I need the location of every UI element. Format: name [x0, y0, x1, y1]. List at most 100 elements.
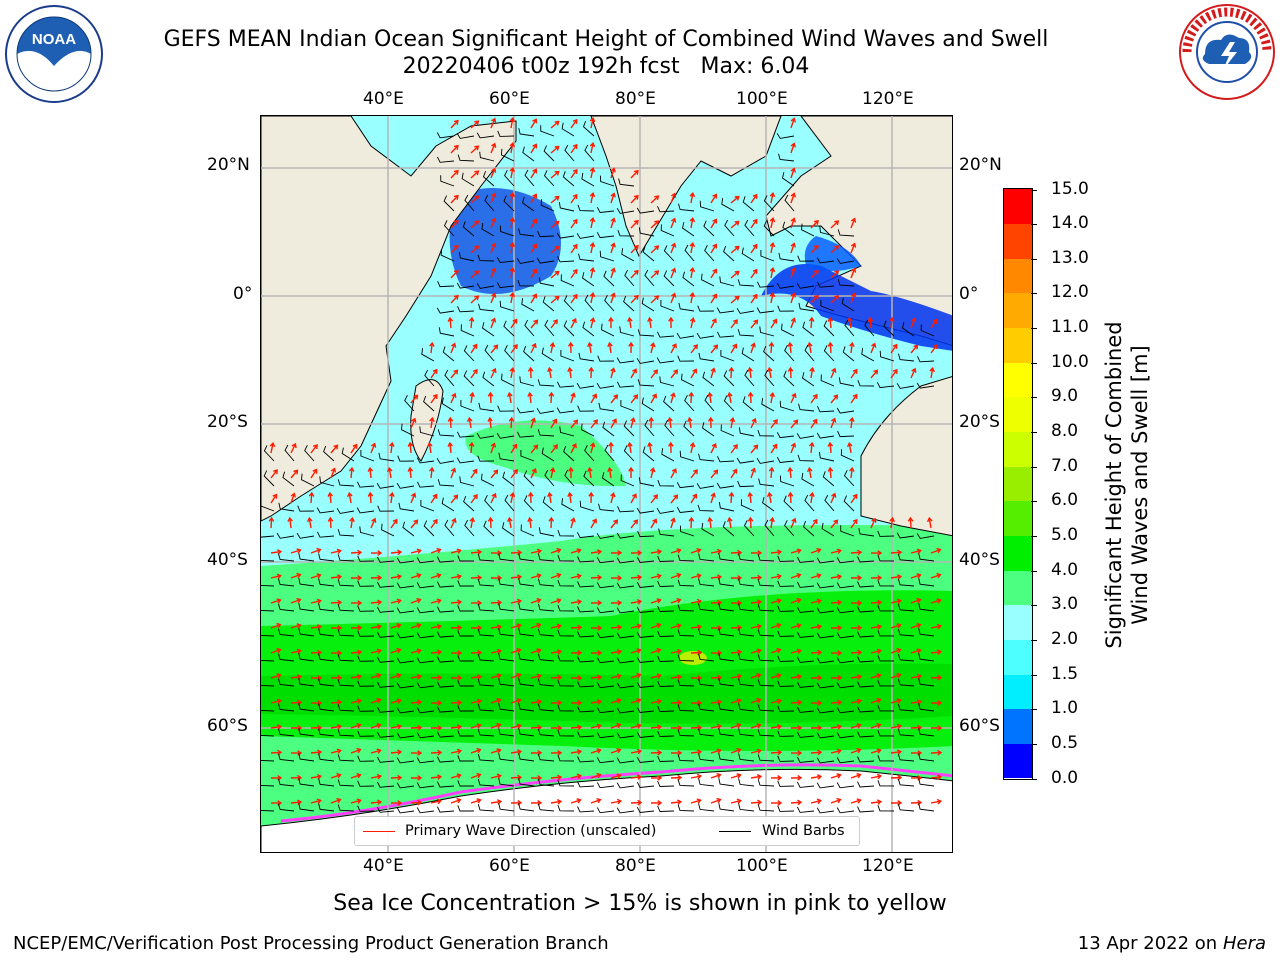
- wind-barb: [798, 403, 815, 412]
- wind-barb: [781, 323, 795, 337]
- wave-direction-arrowhead: [527, 366, 534, 372]
- wind-barb: [261, 709, 275, 712]
- wave-direction-arrow: [450, 468, 456, 479]
- wave-direction-arrow: [750, 749, 761, 754]
- wind-barb: [861, 348, 875, 362]
- wave-direction-arrowhead: [474, 195, 480, 201]
- wave-direction-arrow: [450, 799, 461, 804]
- wave-direction-arrowhead: [836, 574, 843, 580]
- wave-direction-arrowhead: [936, 649, 943, 655]
- wave-direction-arrow: [490, 493, 497, 504]
- wave-direction-arrow: [390, 674, 401, 679]
- wind-barb: [577, 631, 595, 638]
- wind-barb: [504, 344, 515, 362]
- wave-direction-arrow: [390, 443, 393, 454]
- wind-barb: [723, 395, 735, 412]
- wave-direction-arrow: [310, 651, 322, 654]
- wave-direction-arrowhead: [836, 748, 842, 755]
- colorbar-segment: [1004, 258, 1032, 294]
- wave-direction-arrowhead: [809, 366, 815, 372]
- wave-direction-arrow: [890, 725, 901, 729]
- wave-direction-arrowhead: [276, 724, 283, 730]
- wave-direction-arrow: [670, 624, 681, 629]
- wave-direction-arrow: [650, 245, 659, 254]
- wave-direction-arrow: [470, 344, 478, 354]
- wind-barb: [557, 729, 575, 737]
- wind-barb: [518, 703, 535, 712]
- wind-barb: [261, 684, 275, 687]
- wave-direction-arrowhead: [817, 675, 823, 681]
- wave-direction-arrow: [750, 801, 762, 804]
- wave-direction-arrow: [610, 723, 621, 729]
- wave-direction-arrowhead: [632, 368, 637, 374]
- wave-direction-arrow: [670, 293, 676, 304]
- wave-direction-arrowhead: [610, 292, 616, 298]
- wind-barb: [918, 653, 935, 662]
- wave-direction-arrowhead: [647, 316, 653, 323]
- wave-direction-arrow: [449, 443, 452, 454]
- wind-barb: [877, 680, 895, 687]
- wave-direction-arrowhead: [692, 368, 698, 374]
- wave-direction-arrow: [350, 724, 361, 729]
- wave-direction-arrowhead: [916, 648, 922, 654]
- wind-barb: [360, 450, 375, 462]
- wind-barb: [261, 609, 275, 612]
- wave-direction-arrowhead: [491, 292, 497, 298]
- wind-barb: [421, 348, 435, 362]
- wave-direction-arrow: [670, 573, 681, 579]
- lon-label-top-120e: 120°E: [862, 89, 914, 109]
- wind-barb: [636, 606, 655, 613]
- wind-barb: [557, 704, 575, 712]
- wave-direction-arrow: [270, 550, 281, 554]
- wind-barb: [616, 557, 635, 564]
- wave-direction-arrowhead: [417, 750, 423, 756]
- wave-direction-arrowhead: [776, 673, 782, 679]
- wave-direction-arrowhead: [756, 774, 763, 780]
- wind-barb: [816, 632, 835, 639]
- wave-direction-arrowhead: [276, 698, 282, 705]
- wave-direction-arrowhead: [608, 316, 614, 322]
- wave-direction-arrowhead: [752, 293, 758, 299]
- wave-direction-arrow: [630, 600, 642, 604]
- wind-barb: [757, 554, 775, 562]
- colorbar-tick-label: 10.0: [1051, 351, 1089, 372]
- wave-direction-arrow: [370, 775, 381, 779]
- wind-barb: [916, 382, 935, 389]
- wind-barb: [781, 172, 795, 187]
- wave-direction-arrowhead: [532, 293, 538, 299]
- wind-barb: [857, 756, 875, 763]
- colorbar-tick-label: 6.0: [1051, 490, 1079, 511]
- wave-direction-arrow: [450, 601, 461, 604]
- wave-direction-arrowhead: [477, 649, 483, 656]
- wind-barb: [500, 148, 515, 162]
- wave-direction-arrow: [768, 367, 772, 379]
- wave-direction-arrowhead: [813, 245, 819, 250]
- wave-direction-arrowhead: [437, 749, 443, 756]
- wave-direction-arrowhead: [696, 548, 702, 554]
- wave-direction-arrow: [670, 701, 682, 704]
- wave-direction-arrowhead: [588, 491, 594, 497]
- wave-direction-arrow: [430, 343, 433, 354]
- wave-direction-arrow: [550, 121, 560, 129]
- wind-barb: [836, 258, 855, 264]
- wave-direction-arrowhead: [532, 168, 538, 174]
- wind-barb: [543, 170, 555, 187]
- wave-direction-arrow: [390, 493, 393, 504]
- wave-direction-arrow: [450, 245, 459, 254]
- wind-barb: [916, 533, 935, 539]
- wave-direction-arrowhead: [796, 548, 802, 554]
- wave-direction-arrowhead: [376, 723, 382, 729]
- lat-label-left-60s: 60°S: [207, 716, 248, 736]
- wave-direction-arrow: [750, 468, 756, 479]
- wave-direction-arrowhead: [806, 467, 813, 473]
- wave-direction-arrowhead: [554, 245, 560, 251]
- wave-direction-arrow: [850, 293, 856, 304]
- wind-barb: [777, 630, 795, 637]
- wave-direction-arrowhead: [707, 516, 713, 522]
- wind-barb: [598, 503, 615, 512]
- wave-direction-arrowhead: [589, 241, 596, 248]
- colorbar-tick-label: 0.0: [1051, 767, 1079, 788]
- wave-direction-arrow: [430, 625, 441, 629]
- wave-direction-arrowhead: [572, 143, 578, 149]
- colorbar-tick-label: 9.0: [1051, 386, 1079, 407]
